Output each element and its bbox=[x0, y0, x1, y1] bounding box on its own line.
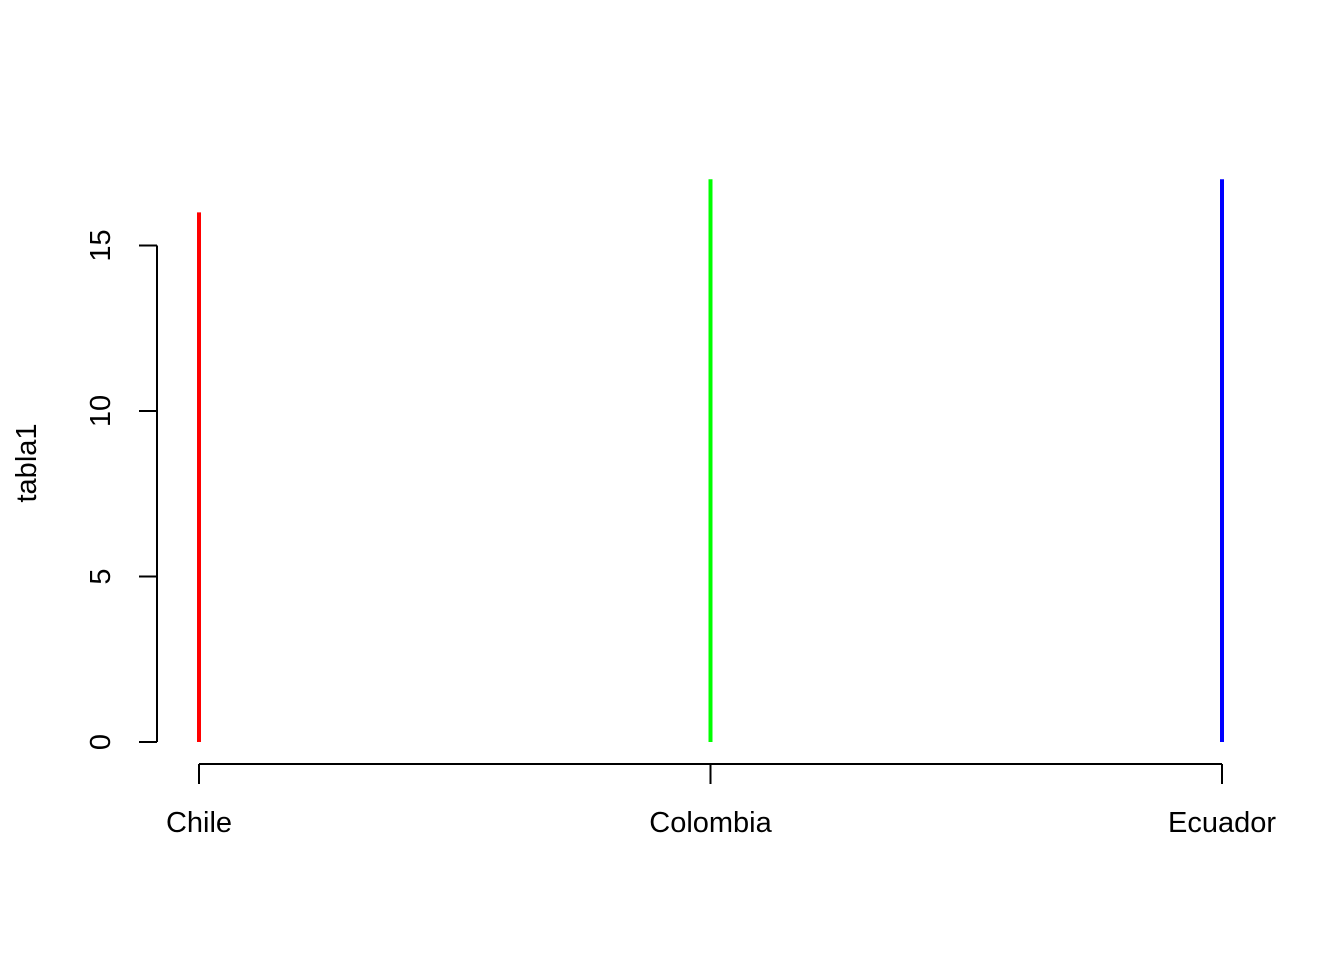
y-axis-title: tabla1 bbox=[11, 423, 43, 502]
x-axis: Chile Colombia Ecuador bbox=[166, 763, 1276, 839]
y-tick-label: 0 bbox=[85, 734, 117, 750]
x-tick-label-chile: Chile bbox=[166, 807, 232, 839]
y-tick-label: 15 bbox=[85, 229, 117, 261]
bars bbox=[197, 179, 1224, 742]
y-axis: 0 5 10 15 bbox=[85, 229, 158, 750]
y-tick-label: 10 bbox=[85, 395, 117, 427]
y-tick-label: 5 bbox=[85, 568, 117, 584]
x-tick-label-ecuador: Ecuador bbox=[1168, 807, 1276, 839]
x-tick-label-colombia: Colombia bbox=[649, 807, 772, 839]
